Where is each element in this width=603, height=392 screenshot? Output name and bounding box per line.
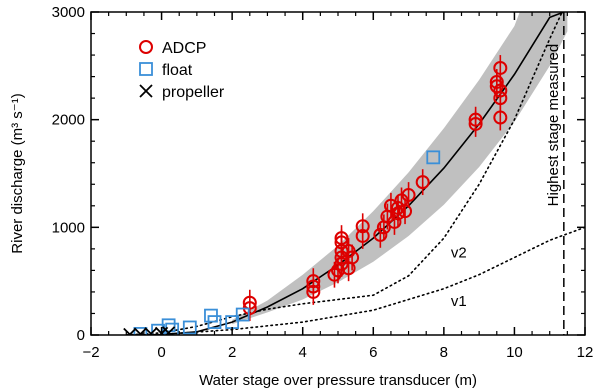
adcp-point	[415, 175, 430, 190]
adcp-point	[242, 295, 257, 310]
adcp-point	[383, 198, 398, 213]
adcp-point	[398, 204, 413, 219]
adcp-point	[373, 227, 388, 242]
x-tick-label: 10	[506, 344, 523, 361]
x-marker-stroke	[165, 326, 176, 335]
x-tick-label: 6	[369, 344, 377, 361]
propeller-point	[144, 327, 158, 335]
y-axis-title: River discharge (m³ s⁻¹)	[9, 93, 26, 253]
x-tick-label: −2	[82, 344, 99, 361]
plot-area	[123, 12, 585, 335]
adcp-point	[334, 235, 349, 250]
legend: ADCP float propeller	[139, 40, 225, 101]
adcp-point	[390, 200, 405, 215]
legend-label-float: float	[162, 62, 193, 79]
adcp-point	[355, 228, 370, 243]
adcp-point	[390, 206, 405, 221]
adcp-point	[489, 74, 504, 89]
y-tick-label: 0	[77, 327, 85, 344]
uncertainty-band	[232, 12, 568, 325]
x-tick-label: 4	[299, 344, 307, 361]
adcp-point	[387, 214, 402, 229]
adcp-point	[493, 91, 508, 106]
x-tick-label: 8	[440, 344, 448, 361]
curve-label-v2: v2	[451, 244, 467, 261]
adcp-point	[334, 244, 349, 259]
adcp-point	[306, 279, 321, 294]
adcp-point	[401, 188, 416, 203]
legend-marker-adcp	[139, 40, 153, 54]
adcp-point	[355, 219, 370, 234]
legend-marker-float	[139, 62, 153, 76]
x-tick-label: 12	[577, 344, 594, 361]
adcp-point	[468, 116, 483, 131]
legend-label-adcp: ADCP	[162, 40, 206, 57]
x-marker-stroke	[148, 327, 158, 335]
float-point	[133, 327, 148, 335]
legend-marker-propeller	[139, 84, 153, 98]
annotations: v2 v1 Highest stage measured	[451, 44, 562, 310]
x-tick-label: 2	[228, 344, 236, 361]
y-tick-label: 1000	[52, 219, 85, 236]
x-marker-stroke	[138, 327, 148, 335]
legend-label-propeller: propeller	[162, 84, 225, 101]
propeller-point	[161, 326, 176, 335]
adcp-point	[327, 267, 342, 282]
float-point	[235, 307, 250, 322]
x-axis-title: Water stage over pressure transducer (m)	[199, 372, 477, 389]
x-marker-stroke	[139, 84, 153, 98]
highest-stage-label: Highest stage measured	[545, 44, 562, 207]
propeller-point	[133, 327, 148, 335]
adcp-point	[493, 83, 508, 98]
y-tick-label: 3000	[52, 4, 85, 21]
adcp-point	[306, 274, 321, 289]
adcp-point	[468, 112, 483, 127]
float-point	[426, 150, 441, 165]
float-point	[182, 320, 197, 335]
adcp-point	[493, 60, 508, 75]
adcp-point	[493, 110, 508, 125]
adcp-point	[345, 250, 360, 265]
curve-label-v1: v1	[451, 293, 467, 310]
adcp-point	[306, 284, 321, 299]
x-tick-label: 0	[157, 344, 165, 361]
float-point	[161, 318, 176, 333]
y-tick-label: 2000	[52, 112, 85, 129]
float-point	[207, 315, 222, 329]
